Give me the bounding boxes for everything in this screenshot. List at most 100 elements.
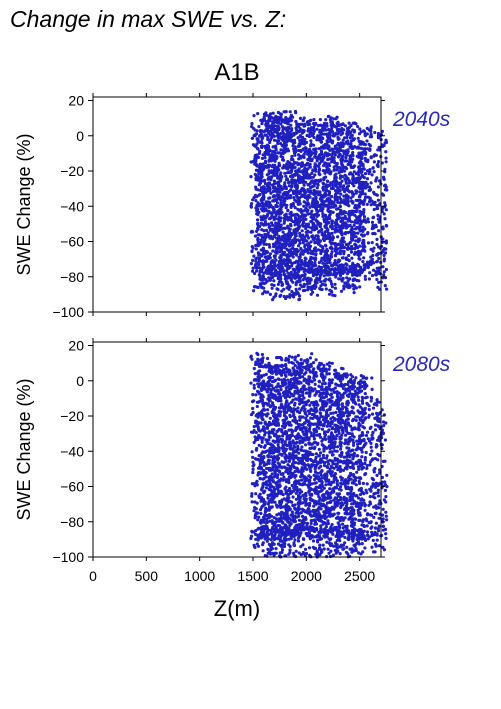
data-point <box>298 402 302 406</box>
data-point <box>348 277 352 281</box>
data-point <box>263 220 268 224</box>
data-point <box>279 293 283 297</box>
data-point <box>282 294 286 299</box>
data-point <box>345 224 350 229</box>
data-point <box>341 158 345 162</box>
data-point <box>384 156 388 160</box>
data-point <box>276 458 280 462</box>
data-point <box>273 537 278 541</box>
data-point <box>252 289 256 293</box>
data-point <box>295 171 299 175</box>
data-point <box>254 206 258 210</box>
data-point <box>378 272 382 276</box>
data-point <box>265 214 269 218</box>
data-point <box>257 378 261 382</box>
data-point <box>283 487 287 491</box>
data-point <box>284 116 288 120</box>
data-point <box>276 176 280 180</box>
data-point <box>343 231 347 235</box>
data-point <box>301 289 306 293</box>
data-point <box>286 165 290 170</box>
data-point <box>292 457 296 462</box>
data-point <box>259 248 263 252</box>
data-point <box>269 235 273 239</box>
data-point <box>328 269 332 273</box>
data-point <box>266 137 270 142</box>
data-point <box>369 132 373 137</box>
data-point <box>261 549 265 553</box>
data-point <box>350 220 354 224</box>
data-point <box>317 179 321 184</box>
data-point <box>262 229 266 233</box>
data-point <box>292 275 297 279</box>
data-point <box>352 137 356 141</box>
data-point <box>351 270 355 274</box>
data-point <box>259 421 263 425</box>
data-point <box>296 269 300 273</box>
data-point <box>292 441 296 445</box>
data-point <box>266 529 270 533</box>
data-point <box>341 243 345 248</box>
data-point <box>293 272 297 276</box>
data-point <box>282 413 286 417</box>
data-point <box>297 278 301 282</box>
data-point <box>309 219 313 224</box>
data-point <box>327 144 331 148</box>
data-point <box>254 514 258 519</box>
data-point <box>365 139 369 143</box>
data-point <box>269 175 273 179</box>
data-point <box>369 181 373 185</box>
data-point <box>364 263 368 268</box>
data-point <box>287 496 291 500</box>
data-point <box>264 242 268 246</box>
data-point <box>255 132 259 136</box>
data-point <box>267 458 271 462</box>
data-point <box>308 280 312 284</box>
data-point <box>301 273 305 277</box>
data-point <box>298 258 302 262</box>
data-point <box>292 181 296 185</box>
scatter-points <box>249 351 389 559</box>
data-point <box>279 112 283 116</box>
data-point <box>278 551 282 555</box>
data-point <box>273 124 277 128</box>
data-point <box>289 241 293 245</box>
data-point <box>254 492 258 496</box>
data-point <box>302 152 306 156</box>
data-point <box>279 534 283 539</box>
data-point <box>340 179 344 183</box>
data-point <box>324 213 328 217</box>
data-point <box>272 218 276 222</box>
data-point <box>307 127 311 131</box>
data-point <box>363 130 367 134</box>
data-point <box>283 146 287 150</box>
data-point <box>338 183 342 187</box>
data-point <box>286 130 290 134</box>
data-point <box>281 493 285 497</box>
data-point <box>370 241 374 245</box>
data-point <box>282 272 286 276</box>
data-point <box>281 472 285 476</box>
data-point <box>367 185 372 189</box>
data-point <box>363 172 368 176</box>
data-point <box>291 529 295 533</box>
data-point <box>268 245 272 249</box>
data-point <box>271 121 276 125</box>
data-point <box>375 277 379 282</box>
data-point <box>269 112 273 116</box>
data-point <box>259 387 263 391</box>
data-point <box>291 158 295 162</box>
data-point <box>309 150 313 154</box>
data-point <box>353 284 357 288</box>
y-tick-label: −40 <box>60 198 84 214</box>
data-point <box>333 286 337 290</box>
data-point <box>339 277 343 281</box>
data-point <box>274 225 278 229</box>
data-point <box>254 448 258 452</box>
data-point <box>277 212 281 216</box>
data-point <box>298 241 302 245</box>
data-point <box>331 210 335 214</box>
data-point <box>330 154 334 159</box>
data-point <box>275 171 279 175</box>
data-point <box>273 524 277 528</box>
